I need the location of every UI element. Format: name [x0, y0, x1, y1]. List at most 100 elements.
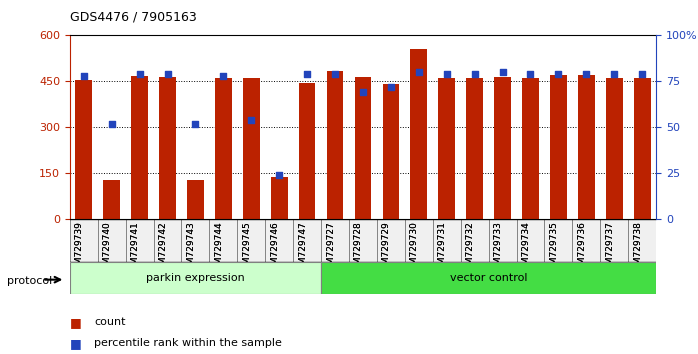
Point [190, 121, 201, 127]
Point [302, 71, 313, 77]
Text: GSM729747: GSM729747 [298, 222, 307, 276]
Text: GSM729742: GSM729742 [158, 222, 168, 276]
Text: GSM729743: GSM729743 [186, 222, 195, 276]
Text: GSM729728: GSM729728 [354, 222, 363, 276]
Bar [466, 78, 483, 219]
Point [274, 172, 285, 178]
Bar [544, 219, 572, 262]
Bar [606, 78, 623, 219]
Text: protocol: protocol [7, 276, 52, 286]
Text: GSM729727: GSM729727 [326, 222, 335, 276]
Bar [438, 78, 455, 219]
Text: GSM729727: GSM729727 [326, 222, 335, 276]
Bar [215, 78, 232, 219]
Text: GSM729741: GSM729741 [131, 222, 140, 276]
Text: ■: ■ [70, 337, 82, 350]
Bar [572, 219, 600, 262]
Text: ■: ■ [70, 316, 82, 329]
Text: GSM729733: GSM729733 [493, 222, 503, 276]
Bar [243, 78, 260, 219]
Bar [327, 71, 343, 219]
Text: GSM729739: GSM729739 [75, 222, 84, 276]
Text: GSM729742: GSM729742 [158, 222, 168, 276]
Point [357, 90, 369, 95]
Bar [517, 219, 544, 262]
Text: GSM729729: GSM729729 [382, 222, 391, 276]
Bar [494, 77, 511, 219]
Text: GSM729740: GSM729740 [103, 222, 112, 276]
Text: GSM729732: GSM729732 [466, 222, 475, 276]
Point [413, 69, 424, 75]
Bar [187, 179, 204, 219]
Bar [489, 219, 517, 262]
Bar [181, 219, 209, 262]
Point [218, 73, 229, 79]
Text: GSM729737: GSM729737 [605, 222, 614, 276]
Bar [237, 219, 265, 262]
Text: GSM729747: GSM729747 [298, 222, 307, 276]
Text: GSM729738: GSM729738 [633, 222, 642, 276]
Text: GSM729746: GSM729746 [270, 222, 279, 276]
Point [106, 121, 117, 127]
Bar [634, 78, 651, 219]
Text: GSM729734: GSM729734 [521, 222, 530, 276]
Point [637, 71, 648, 77]
Point [329, 71, 341, 77]
Text: GSM729737: GSM729737 [605, 222, 614, 276]
FancyBboxPatch shape [321, 262, 656, 294]
Text: GSM729736: GSM729736 [577, 222, 586, 276]
Bar [383, 85, 399, 219]
Bar [103, 179, 120, 219]
Bar [321, 219, 349, 262]
Text: GSM729736: GSM729736 [577, 222, 586, 276]
Point [385, 84, 396, 90]
Point [246, 117, 257, 123]
Bar [70, 219, 98, 262]
FancyBboxPatch shape [70, 262, 321, 294]
Text: GSM729744: GSM729744 [214, 222, 223, 276]
Text: GSM729745: GSM729745 [242, 222, 251, 276]
Bar [405, 219, 433, 262]
Text: GSM729743: GSM729743 [186, 222, 195, 276]
Bar [75, 80, 92, 219]
Point [162, 71, 173, 77]
Bar [600, 219, 628, 262]
Point [441, 71, 452, 77]
Bar [355, 77, 371, 219]
Point [469, 71, 480, 77]
Text: GSM729735: GSM729735 [549, 222, 558, 276]
Bar [265, 219, 293, 262]
Bar [293, 219, 321, 262]
Text: GSM729732: GSM729732 [466, 222, 475, 276]
Text: GSM729734: GSM729734 [521, 222, 530, 276]
Point [134, 71, 145, 77]
Point [525, 71, 536, 77]
Text: parkin expression: parkin expression [146, 273, 245, 283]
Text: GSM729738: GSM729738 [633, 222, 642, 276]
Bar [349, 219, 377, 262]
Point [497, 69, 508, 75]
Point [609, 71, 620, 77]
Point [78, 73, 89, 79]
Text: GSM729730: GSM729730 [410, 222, 419, 276]
Bar [461, 219, 489, 262]
Bar [131, 76, 148, 219]
Text: GSM729739: GSM729739 [75, 222, 84, 276]
Text: GSM729744: GSM729744 [214, 222, 223, 276]
Text: GSM729730: GSM729730 [410, 222, 419, 276]
Text: GSM729745: GSM729745 [242, 222, 251, 276]
Bar [126, 219, 154, 262]
Bar [209, 219, 237, 262]
Bar [377, 219, 405, 262]
Text: GSM729741: GSM729741 [131, 222, 140, 276]
Point [553, 71, 564, 77]
Text: GSM729746: GSM729746 [270, 222, 279, 276]
Text: GSM729728: GSM729728 [354, 222, 363, 276]
Text: GSM729733: GSM729733 [493, 222, 503, 276]
Text: GDS4476 / 7905163: GDS4476 / 7905163 [70, 11, 197, 24]
Bar [98, 219, 126, 262]
Bar [433, 219, 461, 262]
Text: vector control: vector control [450, 273, 528, 283]
Bar [550, 75, 567, 219]
Bar [410, 49, 427, 219]
